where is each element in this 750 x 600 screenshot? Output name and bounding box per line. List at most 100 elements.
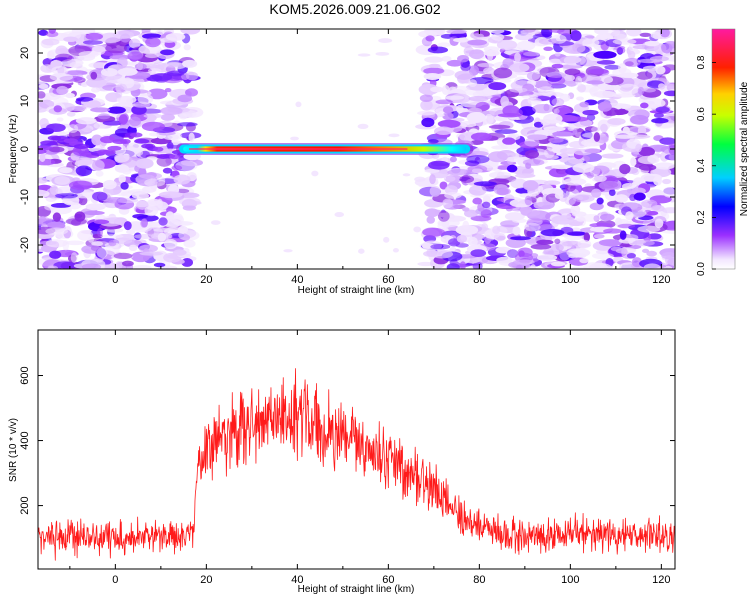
spectrogram-noise-blob (132, 213, 148, 219)
spectrogram-noise-blob (653, 112, 664, 118)
spectrogram-noise-blob (86, 100, 101, 109)
spectrogram-noise-blob (547, 75, 566, 86)
spectrogram-noise-blob (572, 211, 587, 217)
spectrogram-noise-blob (652, 31, 662, 40)
snr-x-tick-label: 20 (200, 574, 212, 586)
spectrogram-noise-blob (579, 56, 591, 66)
spectrogram-noise-blob (90, 107, 111, 113)
spectrogram-noise-blob (178, 230, 200, 241)
spectrogram-noise-blob (441, 55, 452, 62)
spectrogram-noise-blob (538, 38, 557, 45)
spectrogram-noise-blob (567, 126, 575, 132)
spectrogram-noise-blob (156, 156, 172, 167)
spectrogram-noise-blob (78, 51, 99, 58)
spectrogram-noise-blob (494, 129, 518, 134)
spectrogram-noise-blob (642, 87, 656, 93)
spectrogram-noise-blob (641, 199, 658, 208)
spectrogram-noise-blob (166, 70, 185, 77)
spectrogram-noise-blob (188, 132, 195, 142)
spectrogram-noise-blob (171, 165, 183, 171)
spectrogram-noise-blob (516, 109, 523, 117)
spectrogram-noise-blob (290, 136, 299, 141)
spectrogram-noise-blob (655, 106, 670, 113)
spectrogram-noise-blob (506, 164, 518, 173)
spectrogram-noise-blob (470, 249, 487, 258)
spectrogram-noise-blob (45, 227, 69, 236)
spectrogram-noise-blob (421, 117, 435, 128)
spectrogram-noise-blob (128, 116, 141, 127)
spectrogram-noise-blob (441, 219, 450, 229)
spectrogram-noise-blob (522, 180, 539, 191)
spectrogram-noise-blob (651, 117, 669, 124)
spectrogram-noise-blob (599, 239, 621, 245)
spectrogram-noise-blob (47, 265, 59, 269)
snr-y-tick-label: 400 (19, 431, 31, 449)
spectrogram-noise-blob (564, 68, 581, 76)
spectrogram-noise-blob (499, 78, 512, 83)
snr-x-tick-label: 40 (291, 574, 303, 586)
spectrogram-noise-blob (583, 232, 591, 242)
spectrogram-noise-blob (543, 46, 554, 51)
spectrogram-noise-blob (488, 29, 505, 34)
spectrogram-noise-blob (422, 227, 446, 237)
spectrogram-noise-blob (536, 239, 554, 245)
spectrogram-noise-blob (455, 105, 464, 114)
spectrogram-x-tick-label: 0 (112, 274, 118, 286)
spectrogram-noise-blob (512, 226, 521, 236)
spectrogram-noise-blob (70, 252, 78, 263)
spectrogram-noise-blob (144, 178, 166, 187)
spectrogram-noise-blob (654, 218, 664, 229)
spectrogram-noise-blob (437, 42, 451, 48)
spectrogram-noise-blob (459, 261, 466, 269)
spectrogram-noise-blob (114, 153, 130, 163)
spectrogram-noise-blob (115, 83, 128, 94)
spectrogram-noise-blob (123, 221, 132, 231)
spectrogram-noise-blob (462, 207, 470, 212)
spectrogram-noise-blob (153, 262, 166, 268)
spectrogram-noise-blob (146, 74, 163, 82)
spectrogram-noise-blob (646, 210, 659, 216)
spectrogram-noise-blob (512, 218, 527, 223)
spectrogram-noise-blob (429, 185, 441, 197)
spectrogram-noise-blob (577, 83, 586, 93)
spectrogram-noise-blob (472, 261, 483, 269)
spectrogram-noise-blob (621, 246, 628, 258)
spectrogram-noise-blob (143, 113, 163, 119)
spectrogram-noise-blob (536, 254, 558, 262)
spectrogram-noise-blob (426, 249, 438, 257)
spectrogram-noise-blob (144, 205, 159, 217)
spectrogram-noise-blob (662, 178, 672, 185)
spectrogram-noise-blob (183, 239, 196, 248)
spectrogram-y-ticks: -20 -10 0 10 20 (19, 47, 675, 253)
spectrogram-noise-blob (483, 49, 500, 57)
spectrogram-noise-blob (81, 244, 102, 254)
spectrogram-noise-blob (643, 263, 661, 269)
spectrogram-noise-blob (91, 134, 103, 146)
spectrogram-noise-blob (468, 95, 489, 102)
spectrogram-noise-blob (41, 92, 61, 101)
spectrogram-noise-blob (472, 197, 483, 205)
spectrogram-noise-blob (140, 218, 148, 228)
spectrogram-noise-blob (167, 141, 174, 151)
spectrogram-noise-blob (38, 216, 53, 226)
spectrogram-noise-blob (586, 80, 605, 85)
spectrogram-noise-blob (638, 164, 657, 171)
spectrogram-noise-blob (572, 163, 595, 173)
spectrogram-noise-blob (107, 106, 126, 114)
spectrogram-noise-blob (108, 239, 117, 247)
spectrogram-noise-blob (439, 181, 448, 190)
spectrogram-noise-blob (533, 121, 544, 128)
spectrogram-noise-blob (522, 158, 545, 166)
spectrogram-noise-blob (133, 233, 156, 239)
spectrogram-noise-blob (563, 177, 587, 186)
spectrogram-noise-blob (182, 59, 198, 68)
spectrogram-noise-blob (462, 220, 470, 230)
spectrogram-noise-blob (591, 126, 601, 133)
colorbar-tick-label: 0.6 (696, 107, 707, 121)
spectrogram-noise-blob (514, 52, 521, 63)
spectrogram-noise-blob (543, 180, 561, 186)
spectrogram-noise-blob (375, 51, 390, 56)
spectrogram-noise-blob (496, 39, 518, 51)
spectrogram-noise-blob (607, 117, 626, 126)
